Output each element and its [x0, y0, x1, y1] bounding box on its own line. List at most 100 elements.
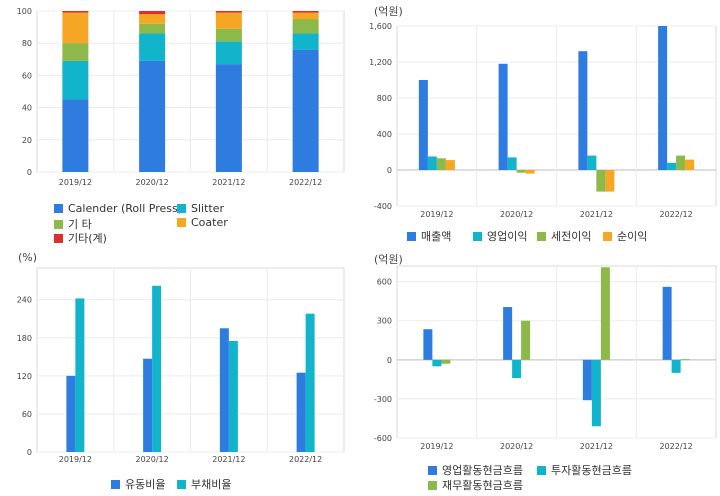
x-tick-label: 2022/12	[289, 455, 322, 464]
bar	[591, 359, 601, 427]
y-tick-label: -600	[374, 434, 392, 443]
legend-item: 영업활동현금흐름	[428, 462, 523, 478]
bar-segment	[62, 99, 89, 172]
legend-ratios: 유동비율 부채비율	[0, 474, 360, 494]
chart-ratios: (%) 0 60 120 180 240 2019/12 2020/12 2021/12 202…	[0, 248, 360, 496]
bar	[671, 359, 681, 373]
y-tick-label: 120	[17, 372, 32, 381]
legend-item: 기타(계)	[54, 230, 107, 246]
chart-sales-composition-plot: 0 20 40 60 80 100 2019/12 2020/12 2021/12 2022/12	[17, 7, 345, 187]
bar	[228, 340, 238, 452]
legend-swatch	[54, 219, 63, 229]
bar	[219, 328, 229, 452]
bar	[680, 359, 690, 361]
legend-swatch	[54, 204, 63, 213]
legend-item: Calender (Roll Press)	[54, 202, 182, 215]
bar-segment	[292, 49, 319, 172]
bar-segment	[139, 14, 166, 24]
bar	[512, 359, 522, 379]
x-tick-label: 2022/12	[660, 442, 693, 451]
bar	[521, 320, 531, 360]
bar	[75, 298, 85, 452]
y-tick-label: 600	[377, 278, 392, 287]
legend-swatch	[407, 231, 416, 241]
bar	[525, 170, 535, 174]
y-tick-label: 40	[22, 104, 32, 113]
x-tick-label: 2020/12	[136, 178, 169, 187]
bar	[587, 155, 597, 170]
legend-swatch	[428, 480, 437, 490]
y-tick-label: 240	[17, 296, 32, 305]
legend-swatch	[111, 479, 120, 489]
legend-item: 순이익	[603, 228, 647, 244]
x-tick-label: 2019/12	[59, 178, 92, 187]
y-tick-label: 60	[22, 410, 32, 419]
chart-ratios-plot: 0 60 120 180 240 2019/12 2020/12 2021/12 2022/12	[17, 267, 345, 464]
y-tick-label: 400	[377, 130, 392, 139]
legend-swatch	[603, 231, 612, 241]
legend-profit: 매출액 영업이익 세전이익 순이익	[360, 226, 720, 246]
legend-swatch	[428, 465, 437, 475]
bar	[66, 375, 76, 452]
y-tick-label: 0	[27, 168, 32, 177]
legend-label: 영업활동현금흐름	[442, 464, 523, 477]
y-tick-label: 0	[27, 448, 32, 457]
y-tick-label: 180	[17, 334, 32, 343]
x-tick-label: 2020/12	[136, 455, 169, 464]
chart-profit-plot: -400 0 400 800 1,200 1,600 2019/12 2020/12 2021/…	[369, 22, 717, 219]
legend-item: 기 타	[54, 216, 92, 232]
bar-segment	[292, 33, 319, 50]
legend-swatch	[537, 465, 546, 475]
x-tick-label: 2021/12	[580, 442, 613, 451]
unit-label: (%)	[18, 251, 38, 264]
legend-cashflow: 영업활동현금흐름 투자활동현금흐름 재무활동현금흐름	[360, 460, 720, 496]
x-tick-label: 2020/12	[500, 442, 533, 451]
y-tick-label: 60	[22, 71, 32, 80]
y-tick-label: -400	[374, 202, 392, 211]
bar-segment	[215, 41, 242, 65]
bar-segment	[139, 60, 166, 172]
bar-segment	[215, 28, 242, 42]
legend-label: 재무활동현금흐름	[442, 479, 523, 492]
bar	[143, 358, 153, 452]
legend-item: 영업이익	[473, 228, 527, 244]
legend-swatch	[473, 231, 482, 241]
bar	[305, 313, 315, 452]
chart-sales-composition: 0 20 40 60 80 100 2019/12 2020/12 2021/12 2022/12…	[0, 0, 360, 248]
legend-swatch	[54, 233, 63, 243]
legend-item: Coater	[177, 216, 228, 229]
x-tick-label: 2021/12	[212, 455, 245, 464]
legend-sales-composition: Calender (Roll Press) Slitter 기 타 Coater…	[0, 200, 360, 248]
y-tick-label: 1,200	[369, 58, 392, 67]
bar	[498, 63, 508, 170]
legend-item: 세전이익	[537, 228, 591, 244]
x-tick-label: 2021/12	[212, 178, 245, 187]
chart-cashflow-plot: -600 -300 0 300 600 2019/12 2020/12 2021/12 2022…	[374, 265, 717, 451]
legend-item: 부채비율	[177, 476, 231, 492]
bar	[605, 170, 615, 192]
x-tick-label: 2019/12	[420, 210, 453, 219]
y-tick-label: 20	[22, 136, 32, 145]
bar	[582, 359, 592, 401]
bar-segment	[292, 12, 319, 20]
bar	[658, 26, 668, 170]
bar-segment	[215, 11, 242, 13]
bar	[596, 170, 606, 192]
chart-cashflow: (억원) -600 -300 0 300 600 2019/12 2020/12 2021/1…	[360, 248, 720, 496]
bar	[445, 160, 455, 170]
y-tick-label: 300	[377, 317, 392, 326]
bar	[662, 286, 672, 360]
chart-profit: (억원) -400 0 400 800 1,200 1,600 2019/12 2020/12…	[360, 0, 720, 248]
y-tick-label: 0	[387, 166, 392, 175]
legend-swatch	[177, 204, 186, 213]
y-tick-label: 100	[17, 7, 32, 16]
bar-segment	[62, 11, 89, 13]
legend-label: 세전이익	[551, 230, 592, 243]
legend-swatch	[177, 218, 186, 227]
legend-label: Calender (Roll Press)	[68, 202, 183, 215]
legend-item: 재무활동현금흐름	[428, 477, 523, 493]
y-tick-label: 1,600	[369, 22, 392, 31]
y-tick-label: 800	[377, 94, 392, 103]
legend-label: 투자활동현금흐름	[551, 464, 632, 477]
unit-label: (억원)	[374, 253, 403, 266]
